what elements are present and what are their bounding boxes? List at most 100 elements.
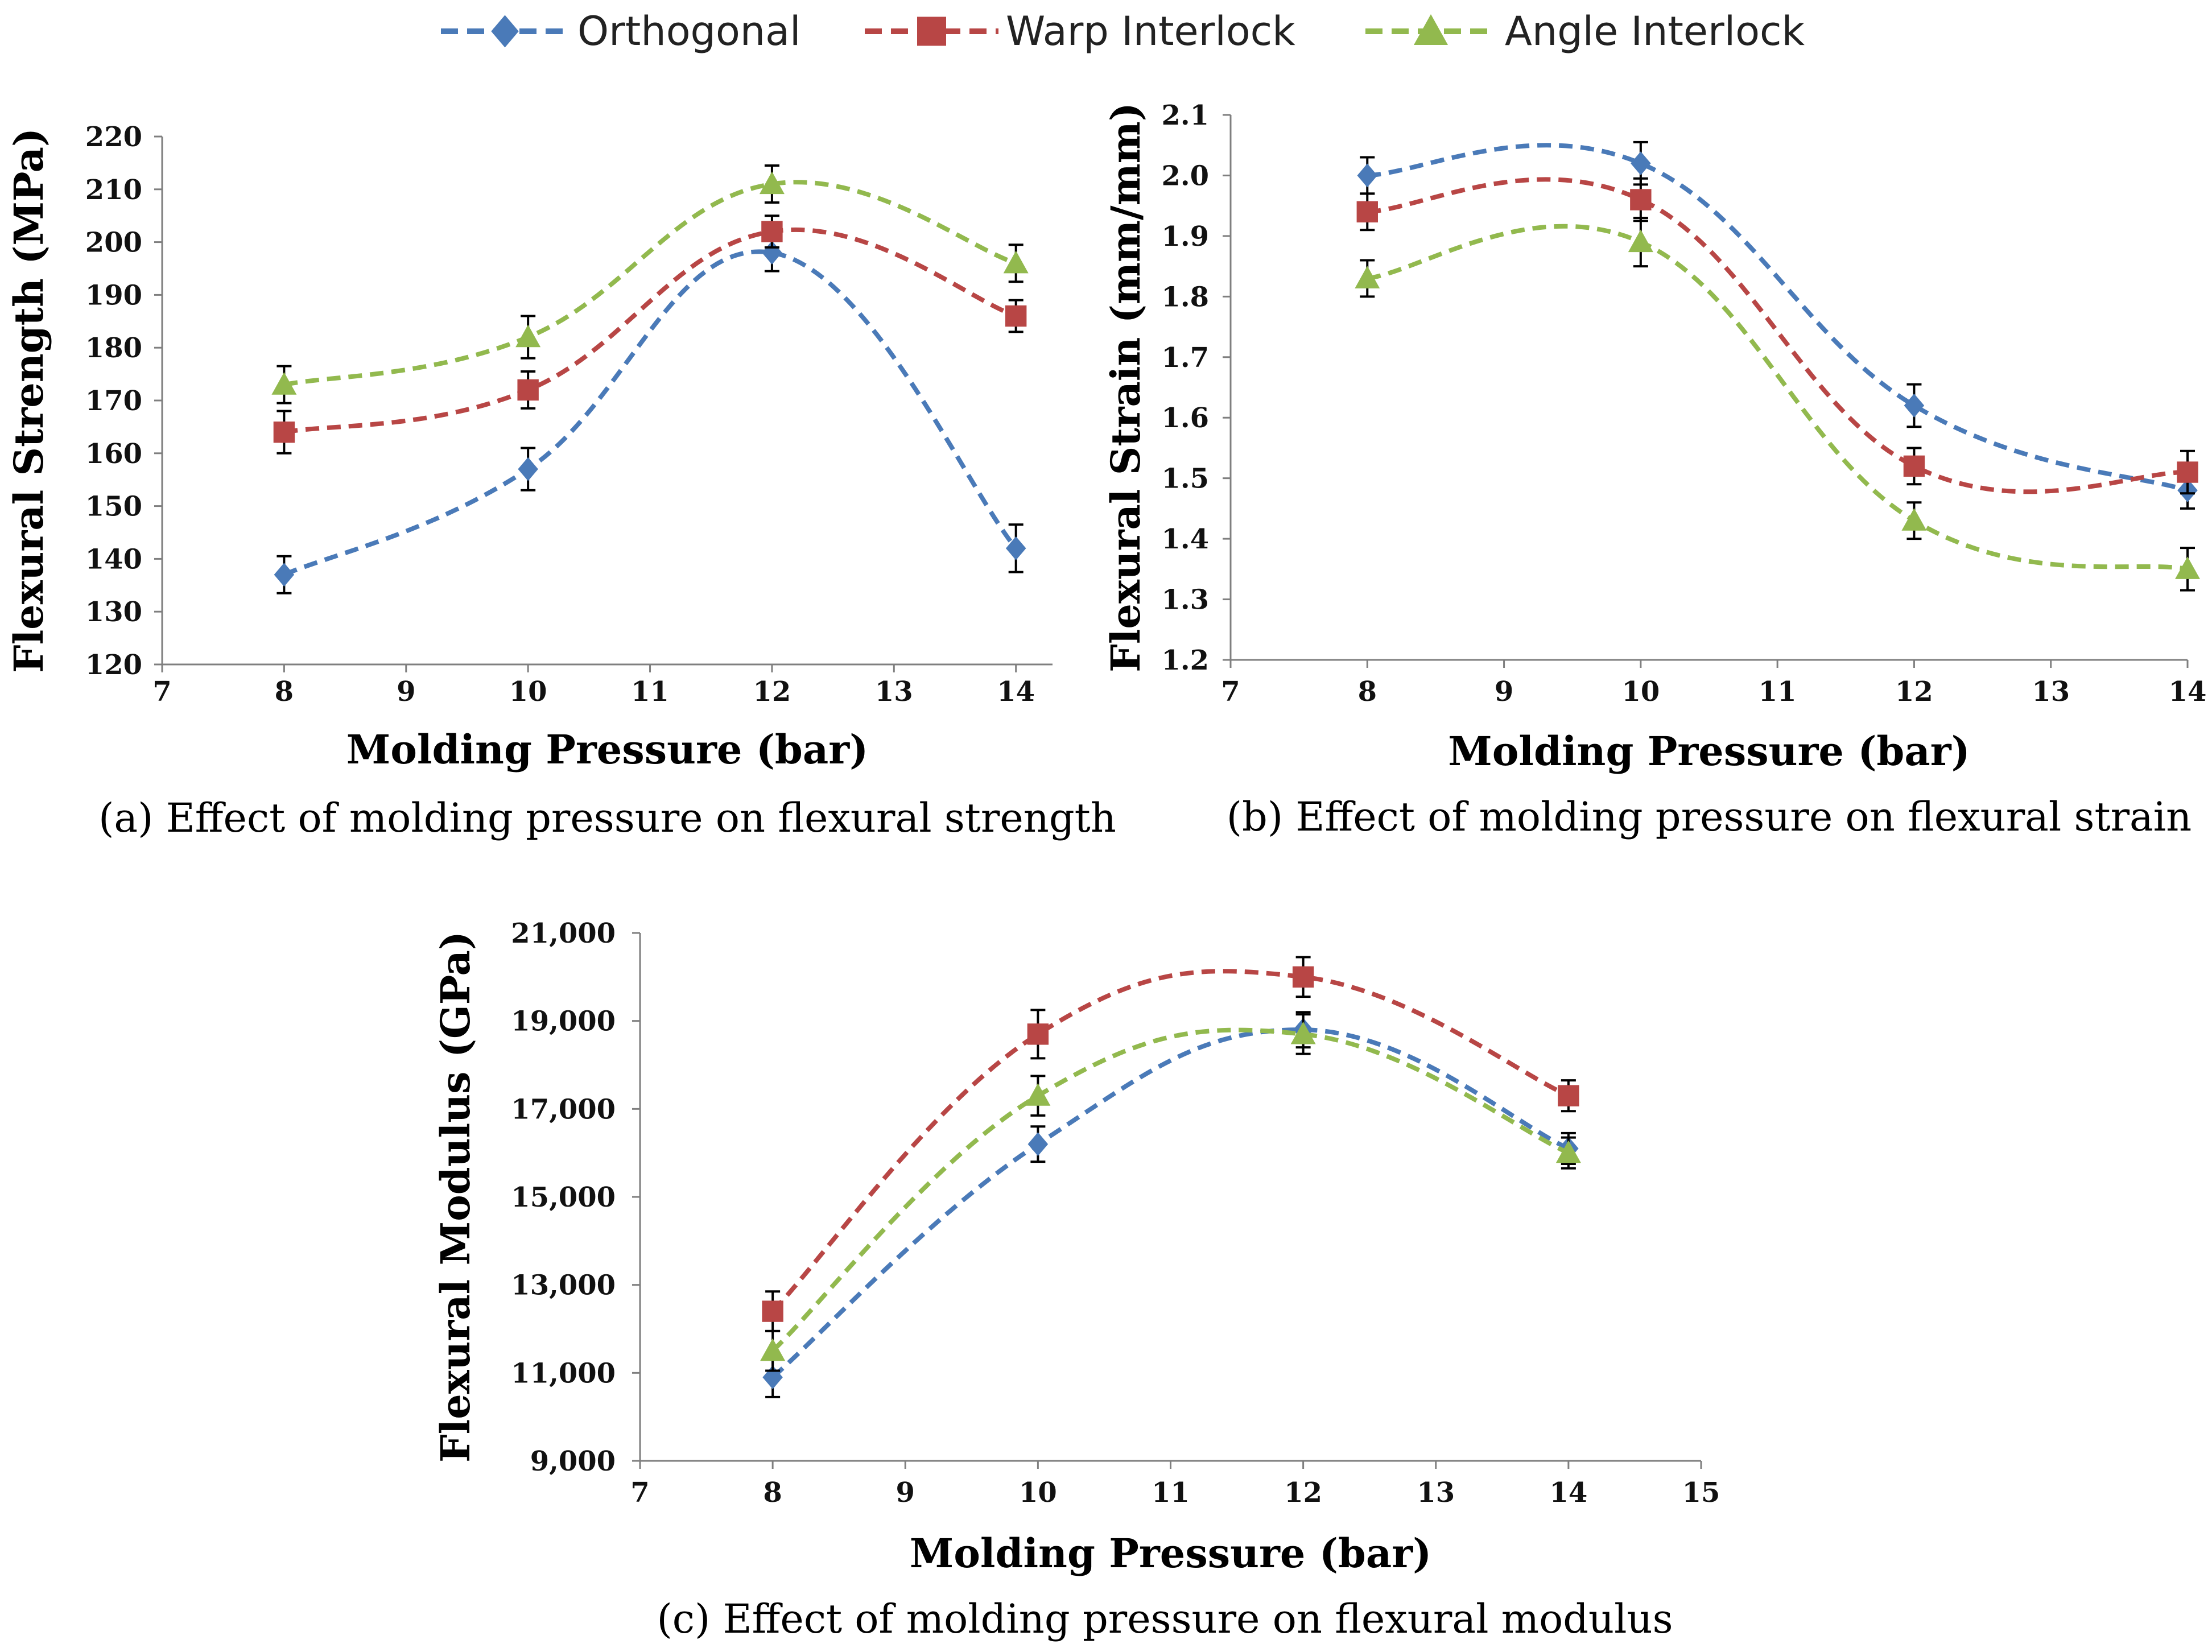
y-tick-label: 1.3 — [1161, 584, 1209, 616]
data-point — [517, 379, 539, 401]
data-point — [1003, 250, 1029, 274]
y-tick-label: 9,000 — [530, 1446, 616, 1477]
y-tick-label: 220 — [85, 121, 142, 153]
x-tick-label: 8 — [1358, 676, 1377, 708]
triangle-icon — [1414, 14, 1448, 45]
data-point — [761, 221, 783, 242]
series-angle-interlock — [271, 164, 1029, 404]
panel-caption: (b) Effect of molding pressure on flexur… — [1227, 794, 2192, 840]
data-point — [1292, 966, 1314, 988]
y-tick-label: 150 — [85, 491, 142, 523]
data-point — [1027, 1023, 1049, 1045]
chart-c: 9,000 11,000 13,000 15,000 17,000 19,000 21,00… — [432, 918, 1720, 1642]
series-line — [771, 1027, 1570, 1380]
y-tick-label: 21,000 — [511, 918, 616, 949]
x-tick-label: 10 — [1019, 1477, 1057, 1509]
series-line — [283, 180, 1017, 387]
y-tick-label: 11,000 — [511, 1357, 616, 1389]
legend-entry-orthogonal: Orthogonal — [441, 8, 801, 55]
series-angle-interlock — [760, 1013, 1581, 1372]
series-warp-interlock — [273, 214, 1027, 455]
x-tick-label: 12 — [1895, 676, 1933, 708]
data-point — [1904, 394, 1925, 418]
y-tick-label: 180 — [85, 332, 142, 364]
series-line — [771, 969, 1570, 1313]
data-point — [1025, 1083, 1051, 1106]
data-point — [518, 457, 538, 481]
y-tick-label: 1.6 — [1161, 402, 1209, 434]
data-point — [1631, 151, 1651, 176]
x-tick-label: 15 — [1682, 1477, 1720, 1509]
y-tick-label: 17,000 — [511, 1093, 616, 1125]
data-point — [1357, 163, 1378, 188]
data-point — [274, 563, 295, 587]
x-tick-label: 9 — [1495, 676, 1513, 708]
x-tick-label: 11 — [631, 676, 669, 708]
y-tick-label: 15,000 — [511, 1182, 616, 1213]
y-axis-title: Flexural Strength (MPa) — [5, 128, 52, 673]
x-tick-label: 12 — [1284, 1477, 1322, 1509]
x-tick-label: 8 — [275, 676, 294, 708]
legend-entry-warp-interlock: Warp Interlock — [865, 8, 1295, 55]
data-point — [1558, 1085, 1579, 1106]
x-axis-title: Molding Pressure (bar) — [346, 726, 869, 773]
y-tick-label: 200 — [85, 227, 142, 259]
x-tick-label: 14 — [997, 676, 1035, 708]
y-tick-label: 13,000 — [511, 1270, 616, 1302]
data-point — [271, 372, 297, 395]
series-warp-interlock — [1356, 177, 2198, 495]
data-point — [1903, 455, 1925, 477]
x-tick-label: 11 — [1152, 1477, 1190, 1509]
square-icon — [917, 16, 946, 46]
chart-panels: 120 130 140 150 160 170 180 190 200 210 220 7 8 9 10 11… — [5, 100, 2206, 1642]
series-line — [1367, 143, 2189, 493]
data-point — [1630, 189, 1652, 210]
y-tick-label: 19,000 — [511, 1006, 616, 1038]
data-point — [273, 421, 295, 443]
diamond-icon — [491, 15, 519, 48]
chart-a: 120 130 140 150 160 170 180 190 200 210 220 7 8 9 10 11… — [5, 121, 1116, 841]
x-tick-label: 8 — [763, 1477, 782, 1509]
y-tick-label: 1.5 — [1161, 463, 1209, 495]
panel-caption: (a) Effect of molding pressure on flexur… — [98, 795, 1116, 841]
x-tick-label: 14 — [2169, 676, 2207, 708]
y-tick-label: 1.9 — [1161, 221, 1209, 253]
data-point — [1356, 201, 1378, 223]
x-tick-label: 13 — [2032, 676, 2070, 708]
data-point — [515, 324, 541, 348]
x-axis-title: Molding Pressure (bar) — [1448, 728, 1970, 775]
data-point — [2177, 461, 2198, 483]
series-line — [1367, 224, 2188, 572]
y-tick-label: 1.4 — [1161, 523, 1209, 555]
legend-label: Warp Interlock — [1006, 8, 1295, 55]
data-point — [759, 171, 785, 195]
y-tick-label: 2.1 — [1161, 100, 1209, 131]
data-point — [1027, 1132, 1049, 1157]
x-tick-label: 13 — [1417, 1477, 1455, 1509]
panel-caption: (c) Effect of molding pressure on flexur… — [657, 1596, 1673, 1642]
x-axis-title: Molding Pressure (bar) — [910, 1530, 1432, 1577]
x-tick-label: 11 — [1759, 676, 1797, 708]
x-tick-label: 14 — [1549, 1477, 1587, 1509]
series-orthogonal — [274, 233, 1026, 594]
data-point — [1005, 305, 1027, 327]
series-line — [283, 227, 1017, 435]
chart-b: 1.2 1.3 1.4 1.5 1.6 1.7 1.8 1.9 2.0 2.1 7 8 9 10 11 12 1… — [1102, 100, 2206, 840]
data-point — [760, 1338, 786, 1361]
x-tick-label: 9 — [896, 1477, 915, 1509]
x-tick-label: 7 — [630, 1477, 649, 1509]
legend-entry-angle-interlock: Angle Interlock — [1365, 8, 1805, 55]
x-tick-label: 10 — [509, 676, 547, 708]
y-tick-label: 130 — [85, 596, 142, 628]
data-point — [762, 1300, 783, 1322]
data-point — [1290, 1021, 1316, 1044]
x-tick-label: 12 — [753, 676, 791, 708]
series-line — [283, 249, 1018, 577]
data-point — [2175, 556, 2200, 579]
x-tick-label: 9 — [397, 676, 415, 708]
data-point — [762, 1365, 783, 1389]
x-tick-label: 13 — [875, 676, 913, 708]
legend: Orthogonal Warp Interlock Angle Interlock — [441, 8, 1805, 55]
data-point — [1555, 1140, 1581, 1163]
